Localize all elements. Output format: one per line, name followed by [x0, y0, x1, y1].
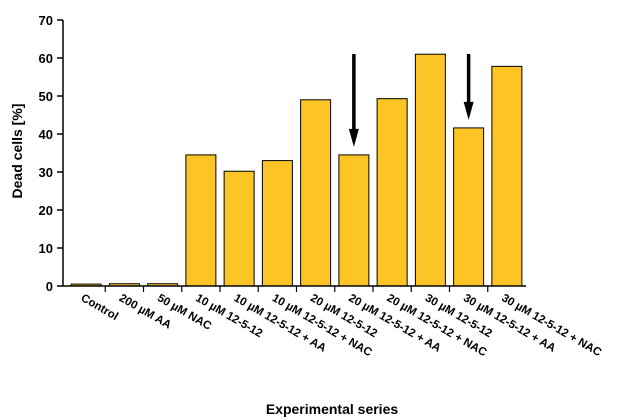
- bars: [70, 53, 523, 287]
- bar: [338, 154, 370, 287]
- bar: [491, 65, 523, 287]
- y-tick-label: 60: [39, 51, 53, 66]
- bar: [376, 98, 408, 287]
- bar: [261, 160, 293, 287]
- y-tick-label: 10: [39, 241, 53, 256]
- arrow-annotation: [348, 54, 359, 147]
- y-tick-label: 40: [39, 127, 53, 142]
- y-tick-label: 50: [39, 89, 53, 104]
- y-axis-title: Dead cells [%]: [9, 104, 25, 199]
- y-axis: 0 10 20 30 40 50 60 70: [39, 13, 64, 294]
- y-tick-label: 70: [39, 13, 53, 28]
- bar: [414, 53, 446, 287]
- bar: [453, 127, 485, 287]
- arrow-head: [463, 101, 474, 120]
- bar: [223, 170, 255, 287]
- x-tick-label: Control: [79, 292, 120, 323]
- arrow-head: [348, 128, 359, 147]
- x-axis-title: Experimental series: [266, 401, 399, 417]
- annotation-arrows: [348, 54, 474, 147]
- y-tick-label: 0: [46, 279, 53, 294]
- arrow-annotation: [463, 54, 474, 120]
- bar: [185, 154, 217, 287]
- bar: [300, 99, 332, 287]
- y-tick-label: 30: [39, 165, 53, 180]
- y-tick-label: 20: [39, 203, 53, 218]
